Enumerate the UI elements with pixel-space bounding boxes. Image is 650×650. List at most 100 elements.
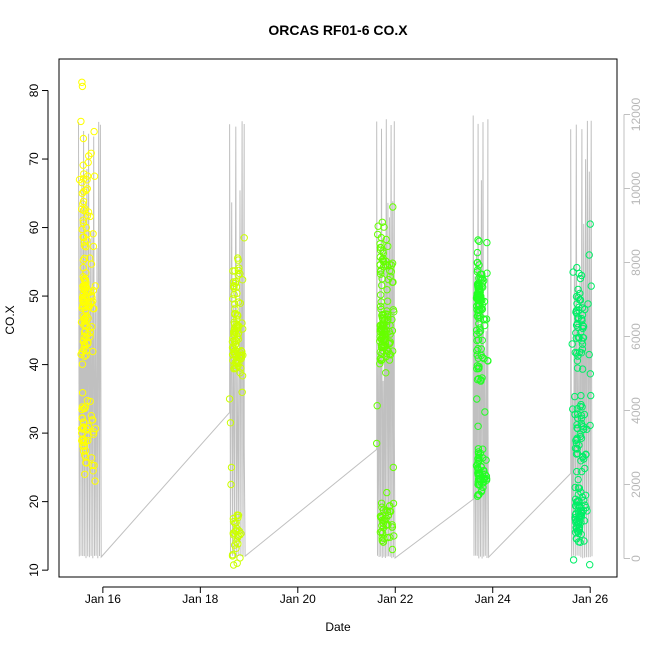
y2-tick-label: 10000 [629, 171, 643, 205]
data-point [586, 220, 594, 228]
data-point [89, 428, 98, 436]
data-point [390, 532, 398, 540]
data-point [474, 445, 483, 453]
x-axis-label: Date [325, 620, 351, 634]
data-point [584, 300, 592, 308]
data-point [473, 346, 481, 355]
data-point [232, 278, 240, 286]
data-point [478, 336, 486, 344]
data-point [231, 300, 239, 308]
data-point [77, 117, 85, 126]
data-point [577, 414, 586, 422]
data-point [82, 346, 91, 355]
data-point [376, 326, 385, 334]
data-point [89, 467, 97, 475]
data-point [388, 523, 397, 531]
data-point [387, 261, 396, 269]
data-point [79, 216, 87, 225]
data-point [574, 501, 582, 509]
data-point [388, 315, 396, 324]
data-point [473, 268, 482, 276]
chart-title: ORCAS RF01-6 CO.X [268, 22, 408, 38]
data-point [585, 251, 593, 259]
data-point [569, 556, 578, 564]
data-point [578, 422, 586, 430]
data-point [475, 282, 483, 291]
x-tick-label: Jan 16 [85, 592, 121, 606]
data-point [378, 516, 386, 524]
data-point [234, 254, 242, 262]
data-point [80, 238, 89, 246]
data-point [383, 508, 392, 516]
data-point [578, 345, 587, 353]
data-point [229, 561, 238, 569]
data-point [80, 336, 88, 344]
data-point [384, 275, 393, 284]
data-point [376, 246, 385, 255]
data-point [483, 238, 491, 247]
data-point [81, 403, 90, 411]
data-point [382, 321, 391, 329]
data-point [587, 391, 595, 400]
y2-tick-label: 2000 [629, 471, 643, 498]
data-point [572, 334, 580, 342]
data-point [79, 134, 88, 143]
y-tick-label: 60 [27, 221, 41, 235]
data-point [84, 338, 92, 346]
data-point [474, 344, 482, 353]
data-point [381, 342, 389, 351]
data-point [233, 311, 242, 319]
data-point [478, 282, 486, 291]
data-point [481, 321, 489, 330]
data-point [91, 477, 99, 485]
data-point [473, 336, 481, 345]
data-point [376, 302, 385, 311]
data-point [90, 172, 99, 180]
data-point [574, 484, 583, 492]
data-point [232, 364, 240, 372]
data-point [574, 475, 582, 484]
data-point [83, 322, 91, 330]
data-point [376, 512, 385, 520]
data-point [475, 364, 483, 372]
data-point [574, 293, 582, 302]
points-layer [75, 78, 595, 569]
data-point [576, 289, 584, 298]
data-point [233, 321, 242, 330]
data-point [382, 352, 390, 361]
y-tick-label: 50 [27, 289, 41, 303]
data-point [379, 538, 387, 546]
data-point [80, 404, 88, 413]
data-point [380, 311, 388, 319]
data-point [389, 306, 397, 314]
data-point [575, 497, 583, 505]
data-point [79, 187, 88, 196]
data-point [473, 375, 482, 384]
data-point [478, 374, 486, 382]
data-point [75, 175, 84, 184]
data-point [474, 465, 482, 473]
data-point [236, 351, 245, 359]
data-point [572, 436, 580, 445]
data-point [377, 270, 385, 278]
data-point [374, 222, 382, 230]
data-point [234, 540, 242, 548]
data-point [89, 230, 97, 238]
data-point [382, 369, 390, 377]
data-point [238, 319, 246, 327]
data-point [238, 276, 247, 284]
data-point [79, 256, 88, 264]
data-point [236, 369, 244, 377]
data-point [382, 235, 390, 244]
data-point [579, 322, 588, 331]
data-point [78, 82, 87, 91]
data-point [86, 328, 95, 337]
x-tick-label: Jan 26 [572, 592, 608, 606]
y-tick-label: 30 [27, 426, 41, 440]
data-point [234, 532, 243, 541]
data-point [232, 544, 240, 552]
data-point [577, 391, 585, 400]
data-point [77, 425, 86, 433]
data-point [78, 389, 87, 397]
